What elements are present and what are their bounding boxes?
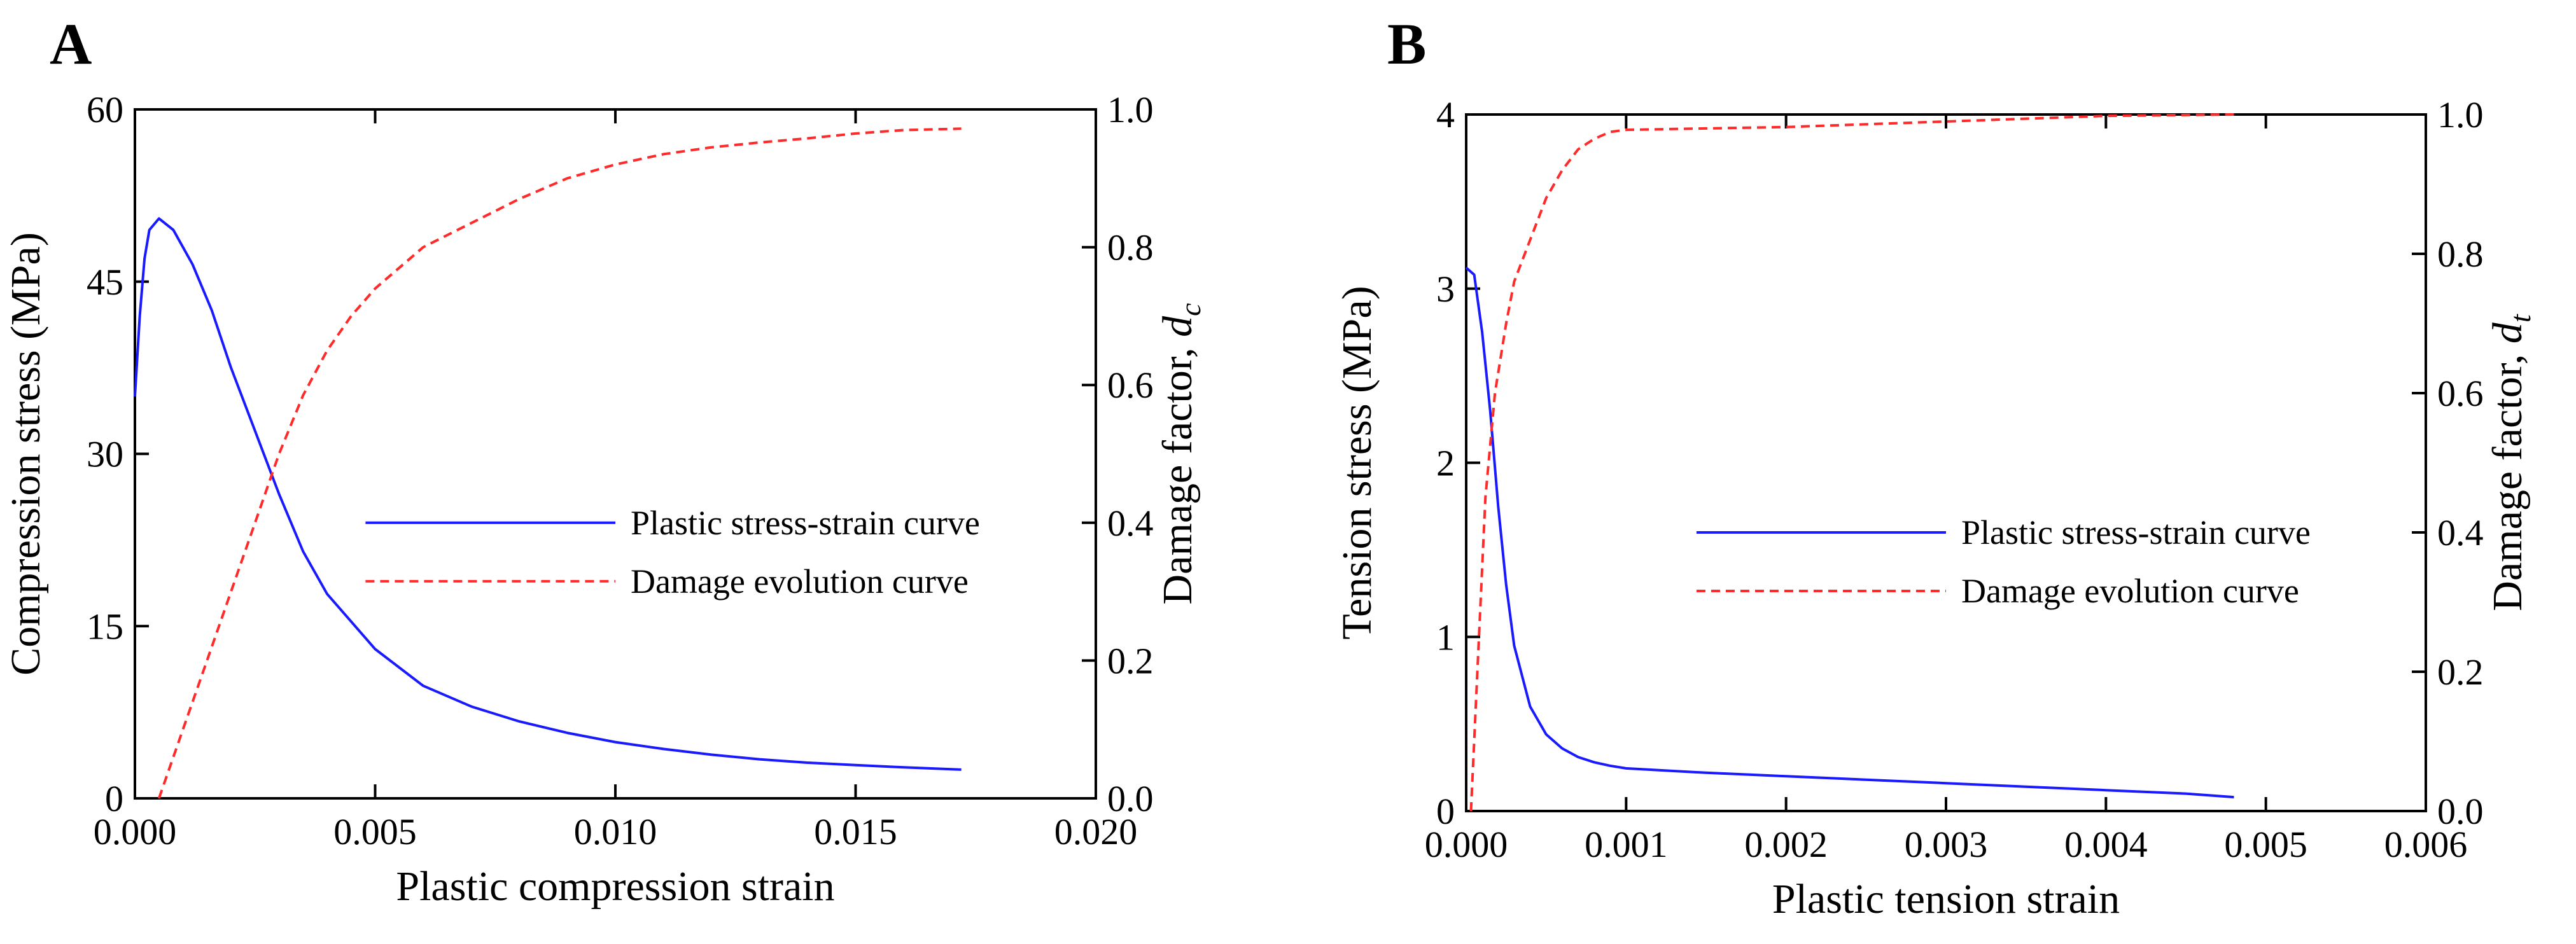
- y2-tick-label: 1.0: [2437, 94, 2484, 135]
- y2-axis-title-var: d: [2484, 322, 2531, 344]
- y2-tick-label: 0.6: [2437, 373, 2484, 414]
- y2-tick-label: 0.4: [2437, 512, 2484, 553]
- y2-tick-label: 0.8: [2437, 233, 2484, 275]
- x-tick-label: 0.000: [94, 811, 177, 852]
- x-tick-label: 0.010: [574, 811, 657, 852]
- y-tick-label: 30: [87, 434, 123, 475]
- y2-axis-title: Damage factor, dt: [2484, 314, 2537, 611]
- x-axis-title: Plastic compression strain: [396, 863, 834, 910]
- y2-tick-label: 1.0: [1107, 89, 1154, 130]
- y2-axis-title-text: Damage factor,: [2484, 344, 2531, 611]
- y2-tick-label: 0.2: [2437, 651, 2484, 693]
- panel-letter: B: [1387, 11, 1426, 76]
- x-tick-label: 0.005: [333, 811, 417, 852]
- damage-evolution-line: [1469, 113, 2234, 812]
- stress-strain-line: [1465, 267, 2234, 799]
- y2-tick-label: 0.2: [1107, 640, 1154, 681]
- y-tick-label: 2: [1436, 443, 1455, 484]
- y2-tick-label: 0.6: [1107, 364, 1154, 406]
- chart-panel-B: B 0.000 0.001 0.002 0.003 0.004 0.005 0.006 0 1 2 3…: [1334, 11, 2537, 922]
- y-axis-title: Compression stress (MPa): [3, 232, 49, 676]
- y-tick-label: 15: [87, 606, 123, 647]
- legend-label: Plastic stress-strain curve: [631, 504, 980, 542]
- y-tick-label: 4: [1436, 94, 1455, 135]
- y-axis-title: Tension stress (MPa): [1334, 286, 1380, 639]
- y2-axis-title-sub: c: [1174, 303, 1207, 316]
- plot-frame: [1465, 113, 2427, 812]
- stress-strain-line: [134, 217, 962, 771]
- y2-axis-title-var: d: [1154, 316, 1201, 337]
- x-tick-label: 0.015: [814, 811, 897, 852]
- chart-panel-A: A 0.000 0.005 0.010 0.015 0.020 0 15 30 45 60 0.0 0.…: [3, 11, 1207, 910]
- y2-axis-title-text: Damage factor,: [1154, 337, 1201, 605]
- y-tick-label: 45: [87, 261, 123, 303]
- y-tick-label: 3: [1436, 268, 1455, 310]
- legend-label: Plastic stress-strain curve: [1961, 513, 2311, 552]
- x-tick-label: 0.020: [1054, 811, 1138, 852]
- legend-label: Damage evolution curve: [1961, 572, 2299, 610]
- x-tick-label: 0.000: [1425, 824, 1508, 865]
- x-tick-label: 0.004: [2064, 824, 2148, 865]
- x-axis-title: Plastic tension strain: [1772, 876, 2120, 922]
- x-tick-label: 0.003: [1905, 824, 1988, 865]
- y2-tick-label: 0.0: [2437, 791, 2484, 832]
- y2-tick-label: 0.4: [1107, 503, 1154, 544]
- legend-label: Damage evolution curve: [631, 562, 969, 600]
- damage-evolution-line: [157, 127, 962, 799]
- panel-letter: A: [50, 11, 92, 76]
- y-tick-label: 0: [1436, 791, 1455, 832]
- x-tick-label: 0.001: [1585, 824, 1668, 865]
- y2-axis-title-sub: t: [2504, 314, 2537, 323]
- y-tick-label: 1: [1436, 616, 1455, 658]
- x-tick-label: 0.006: [2384, 824, 2468, 865]
- y-tick-label: 60: [87, 89, 123, 130]
- y2-axis-title: Damage factor, dc: [1154, 303, 1207, 604]
- y-tick-label: 0: [105, 778, 123, 819]
- x-tick-label: 0.002: [1744, 824, 1828, 865]
- plot-frame: [134, 108, 1097, 800]
- x-tick-label: 0.005: [2224, 824, 2307, 865]
- y2-tick-label: 0.0: [1107, 778, 1154, 819]
- y2-tick-label: 0.8: [1107, 227, 1154, 268]
